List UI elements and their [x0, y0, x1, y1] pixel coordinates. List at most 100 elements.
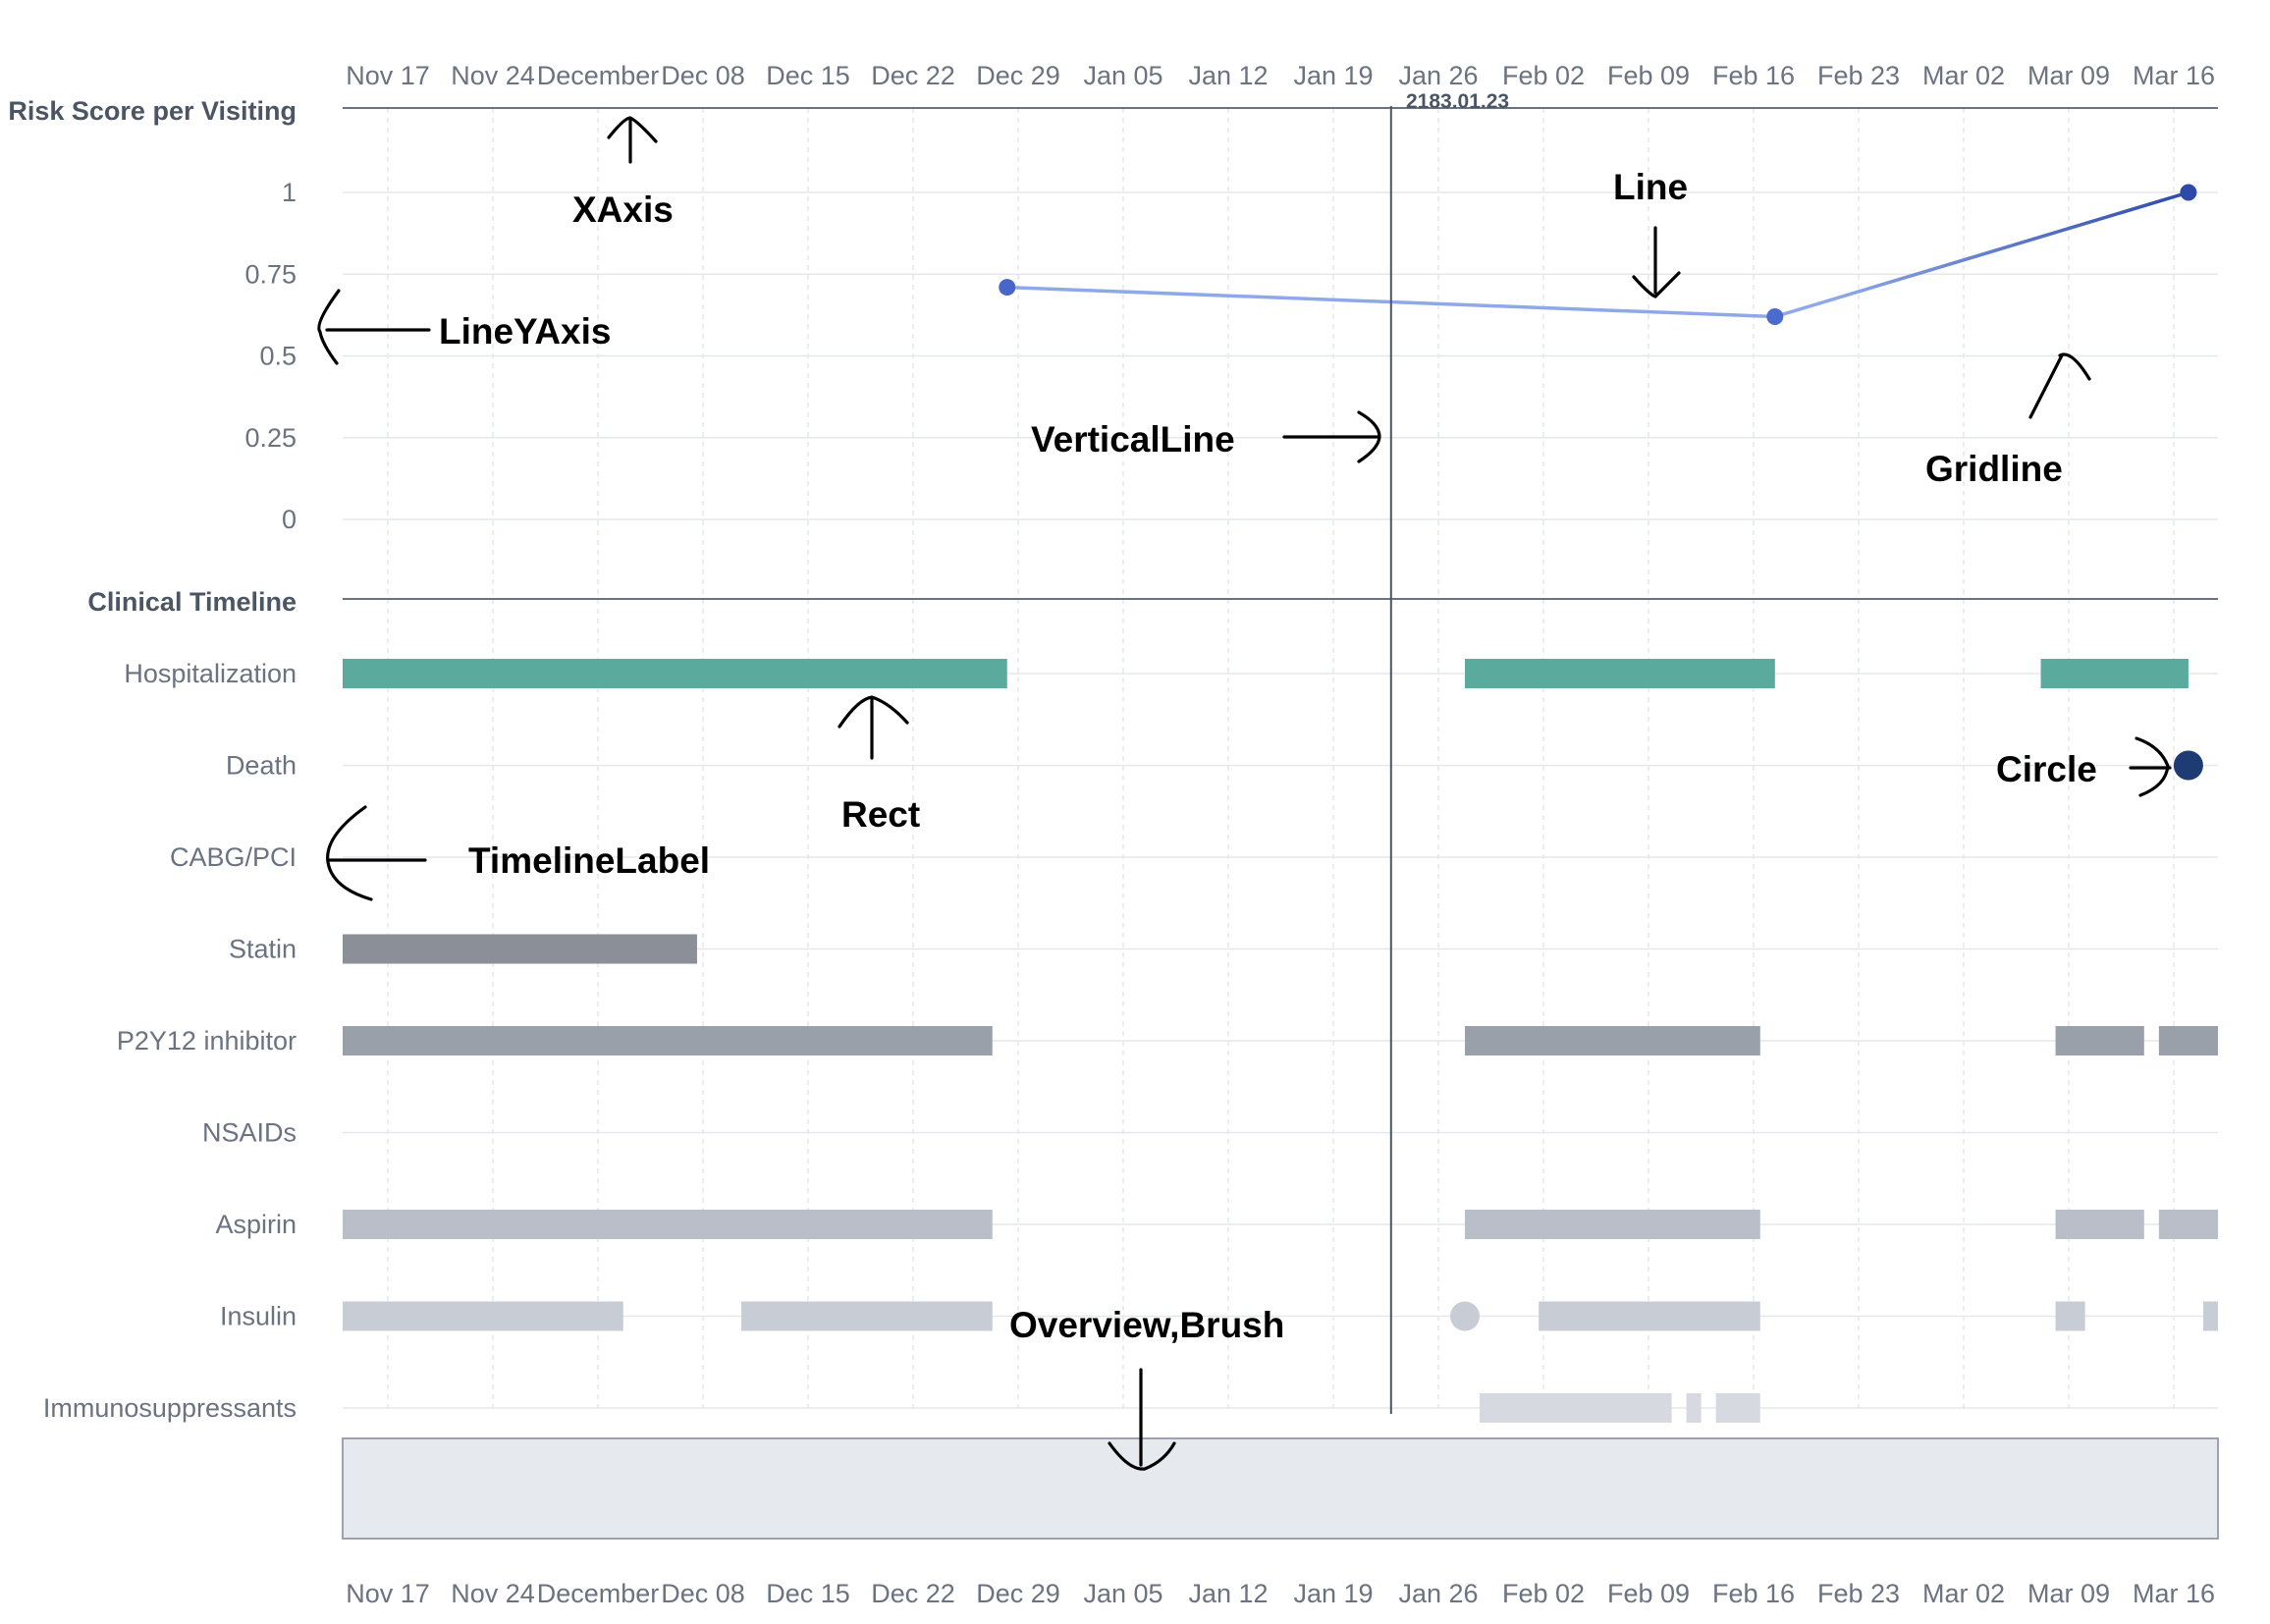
top-x-tick-label: Mar 02 — [1922, 61, 2005, 90]
circle-arrow — [2129, 736, 2172, 797]
top-x-tick-label: Feb 02 — [1502, 61, 1585, 90]
gridlines — [343, 107, 2218, 1409]
top-x-tick-label: Jan 19 — [1293, 61, 1373, 90]
timeline-label: Death — [226, 751, 297, 781]
gridline-arrow — [2028, 352, 2091, 419]
bottom-x-tick-label: Nov 24 — [451, 1579, 535, 1608]
y-tick-label: 1 — [282, 178, 297, 207]
top-x-axis: Nov 17 Nov 24 December Dec 08 Dec 15 Dec 22 De… — [346, 61, 2215, 90]
timeline-circle — [1449, 1301, 1480, 1331]
top-x-tick-label: Dec 15 — [766, 61, 850, 90]
rect-annotation: Rect — [841, 794, 920, 835]
timeline-bar — [343, 1026, 993, 1056]
timeline-bar — [1464, 1210, 1760, 1239]
top-x-tick-label: Jan 26 — [1398, 61, 1478, 90]
timeline-bar — [2055, 1301, 2085, 1331]
timeline-bar — [2202, 1301, 2218, 1331]
bottom-x-tick-label: Dec 29 — [976, 1579, 1060, 1608]
overview-brush-annotation: Overview,Brush — [1009, 1305, 1284, 1345]
timeline-label: NSAIDs — [202, 1118, 297, 1148]
bottom-x-tick-label: Feb 23 — [1817, 1579, 1900, 1608]
line-arrow — [1632, 226, 1681, 298]
circle-annotation: Circle — [1996, 749, 2097, 789]
verticalline-arrow — [1282, 410, 1381, 463]
line-annotation: Line — [1613, 167, 1688, 207]
bottom-x-tick-label: Nov 17 — [346, 1579, 430, 1608]
bottom-x-tick-label: Mar 09 — [2027, 1579, 2110, 1608]
top-x-tick-label: Feb 23 — [1817, 61, 1900, 90]
timeline-bar — [741, 1301, 993, 1331]
top-x-tick-label: December — [537, 61, 660, 90]
risk-chart-title: Risk Score per Visiting — [8, 96, 297, 126]
timeline-bar — [2158, 1026, 2218, 1056]
top-x-tick-label: Feb 16 — [1712, 61, 1795, 90]
timeline-bar — [343, 1210, 993, 1239]
timeline-bar — [1480, 1393, 1672, 1423]
bottom-x-tick-label: Mar 16 — [2133, 1579, 2215, 1608]
xaxis-arrow — [607, 116, 658, 164]
timeline-title: Clinical Timeline — [87, 587, 297, 617]
risk-line-path — [1006, 190, 2189, 319]
risk-y-axis: 1 0.75 0.5 0.25 0 — [244, 178, 297, 534]
timeline-bar — [1464, 1026, 1760, 1056]
bottom-x-tick-label: Mar 02 — [1922, 1579, 2005, 1608]
timeline-label: Aspirin — [215, 1210, 297, 1239]
timeline-label: Immunosuppressants — [43, 1393, 297, 1423]
bottom-x-tick-label: December — [537, 1579, 660, 1608]
risk-line — [999, 184, 2197, 326]
risk-point — [1766, 308, 1784, 326]
timeline-bar — [2040, 659, 2189, 688]
top-x-tick-label: Dec 08 — [661, 61, 745, 90]
verticalline-annotation: VerticalLine — [1031, 419, 1235, 460]
timeline-bar — [2055, 1026, 2144, 1056]
bottom-x-tick-label: Jan 19 — [1293, 1579, 1373, 1608]
lineyaxis-arrow — [317, 289, 431, 365]
bottom-x-tick-label: Jan 12 — [1188, 1579, 1268, 1608]
gridline-annotation: Gridline — [1925, 449, 2063, 489]
clinical-timeline: Hospitalization Death CABG/PCI Statin P2Y12 … — [43, 659, 2218, 1423]
timelinelabel-arrow — [326, 805, 427, 901]
timeline-label: Insulin — [220, 1302, 297, 1331]
timeline-label: CABG/PCI — [170, 842, 297, 872]
timeline-label: Hospitalization — [124, 659, 297, 688]
timeline-bar — [1715, 1393, 1760, 1423]
annotations — [317, 116, 2172, 1471]
overview-brush[interactable] — [342, 1437, 2219, 1540]
bottom-x-tick-label: Feb 16 — [1712, 1579, 1795, 1608]
top-x-tick-label: Feb 09 — [1607, 61, 1690, 90]
bottom-x-tick-label: Dec 15 — [766, 1579, 850, 1608]
timeline-bar — [1686, 1393, 1702, 1423]
lineyaxis-annotation: LineYAxis — [439, 311, 612, 352]
timeline-label: Statin — [229, 935, 297, 964]
bottom-x-tick-label: Dec 08 — [661, 1579, 745, 1608]
bottom-x-axis: Nov 17 Nov 24 December Dec 08 Dec 15 Dec 22 De… — [346, 1579, 2215, 1608]
top-x-tick-label: Nov 17 — [346, 61, 430, 90]
top-x-tick-label: Dec 29 — [976, 61, 1060, 90]
risk-point — [999, 279, 1016, 297]
y-tick-label: 0 — [282, 505, 297, 534]
timeline-bar — [2055, 1210, 2144, 1239]
timeline-bar — [343, 934, 697, 964]
timeline-label: P2Y12 inhibitor — [117, 1026, 297, 1056]
timelinelabel-annotation: TimelineLabel — [468, 840, 710, 881]
rect-arrow — [838, 695, 909, 760]
top-x-tick-label: Dec 22 — [871, 61, 955, 90]
timeline-bar — [2158, 1210, 2218, 1239]
y-tick-label: 0.75 — [244, 259, 297, 289]
bottom-x-tick-label: Jan 26 — [1398, 1579, 1478, 1608]
y-tick-label: 0.25 — [244, 423, 297, 453]
timeline-circle — [2173, 750, 2203, 781]
bottom-x-tick-label: Jan 05 — [1083, 1579, 1162, 1608]
top-x-tick-label: Jan 05 — [1083, 61, 1162, 90]
timeline-bar — [1539, 1301, 1760, 1331]
top-x-tick-label: Mar 09 — [2027, 61, 2110, 90]
y-tick-label: 0.5 — [259, 342, 297, 371]
timeline-bar — [343, 1301, 623, 1331]
top-x-tick-label: Nov 24 — [451, 61, 535, 90]
bottom-x-tick-label: Feb 02 — [1502, 1579, 1585, 1608]
overview-arrow — [1108, 1368, 1176, 1471]
xaxis-annotation: XAxis — [572, 189, 674, 230]
vertical-line-label: 2183.01.23 — [1406, 90, 1509, 113]
risk-point — [2180, 184, 2197, 201]
